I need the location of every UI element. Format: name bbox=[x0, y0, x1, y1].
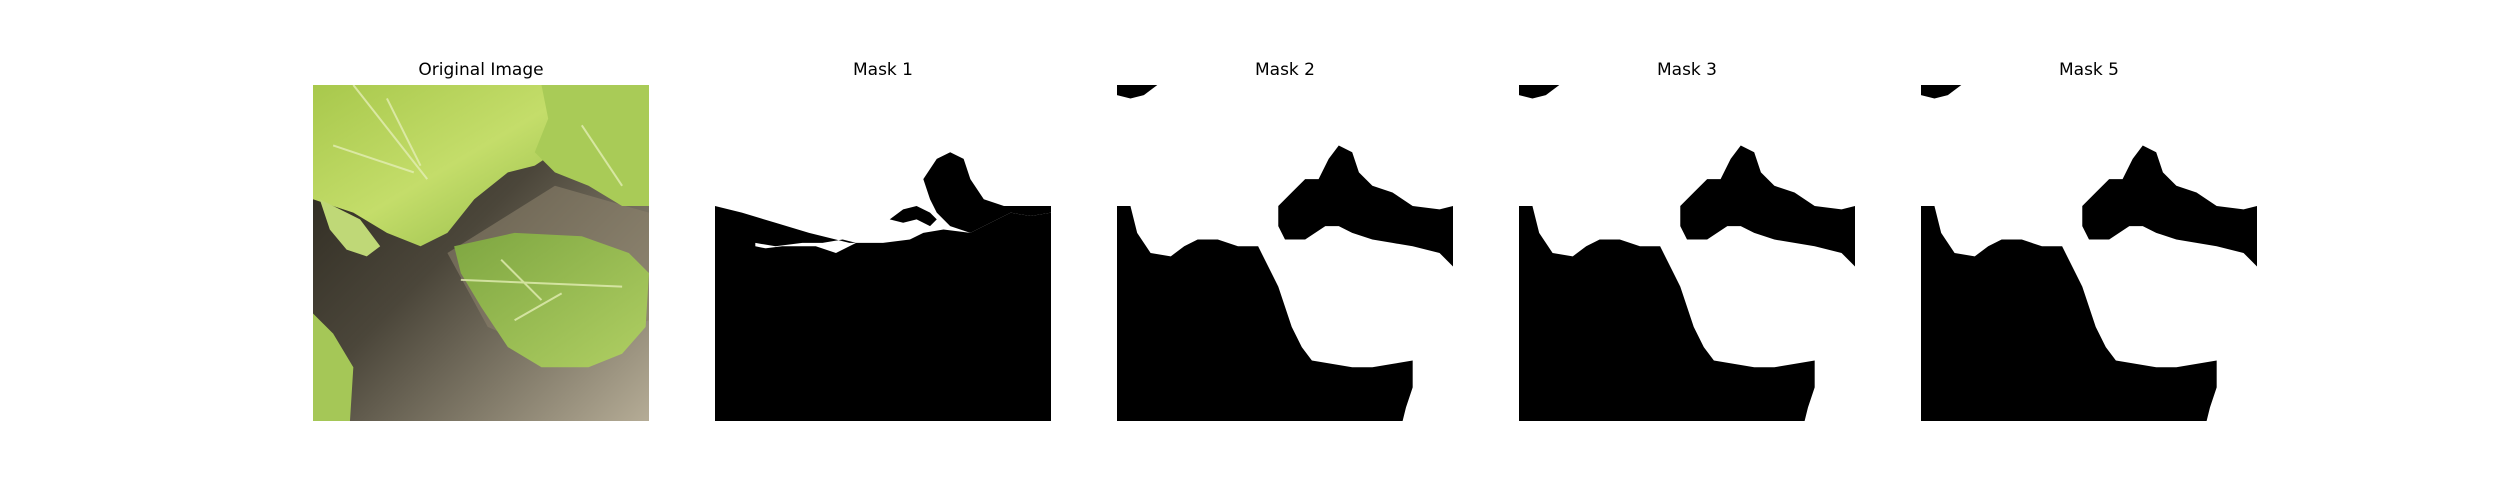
mask-5-title: Mask 5 bbox=[2058, 60, 2119, 80]
mask-1-background bbox=[715, 205, 1051, 421]
mask-1-title: Mask 1 bbox=[852, 60, 913, 80]
mask-5-top-left-region bbox=[1921, 85, 1962, 99]
original-image-panel: Original Image bbox=[313, 0, 649, 500]
mask-3-top-left-region bbox=[1519, 85, 1560, 99]
mask-1-panel: Mask 1 bbox=[715, 0, 1051, 500]
mask-3-title: Mask 3 bbox=[1656, 60, 1717, 80]
top-leaf bbox=[313, 85, 589, 247]
mask-2-image bbox=[1117, 85, 1453, 421]
mask-5-image bbox=[1921, 85, 2257, 421]
mask-2-top-left-region bbox=[1117, 85, 1158, 99]
original-image bbox=[313, 85, 649, 421]
mask-1-hole bbox=[889, 205, 937, 227]
mask-5-panel: Mask 5 bbox=[1921, 0, 2257, 500]
mask-2-right-region bbox=[1278, 145, 1453, 267]
mask-2-title: Mask 2 bbox=[1254, 60, 1315, 80]
mask-2-panel: Mask 2 bbox=[1117, 0, 1453, 500]
right-leaf bbox=[534, 85, 649, 206]
mask-3-image bbox=[1519, 85, 1855, 421]
mask-5-background bbox=[1921, 205, 2217, 421]
bottom-left-leaf bbox=[313, 313, 354, 421]
mask-3-background bbox=[1519, 205, 1815, 421]
original-image-title: Original Image bbox=[418, 60, 544, 80]
left-small-leaf bbox=[319, 199, 381, 257]
mask-1-image bbox=[715, 85, 1051, 421]
mask-5-right-region bbox=[2082, 145, 2257, 267]
mask-3-right-region bbox=[1680, 145, 1855, 267]
mask-2-background bbox=[1117, 205, 1413, 421]
mask-1-top-region bbox=[923, 152, 1051, 233]
mask-3-panel: Mask 3 bbox=[1519, 0, 1855, 500]
leaf-veins bbox=[332, 85, 623, 322]
